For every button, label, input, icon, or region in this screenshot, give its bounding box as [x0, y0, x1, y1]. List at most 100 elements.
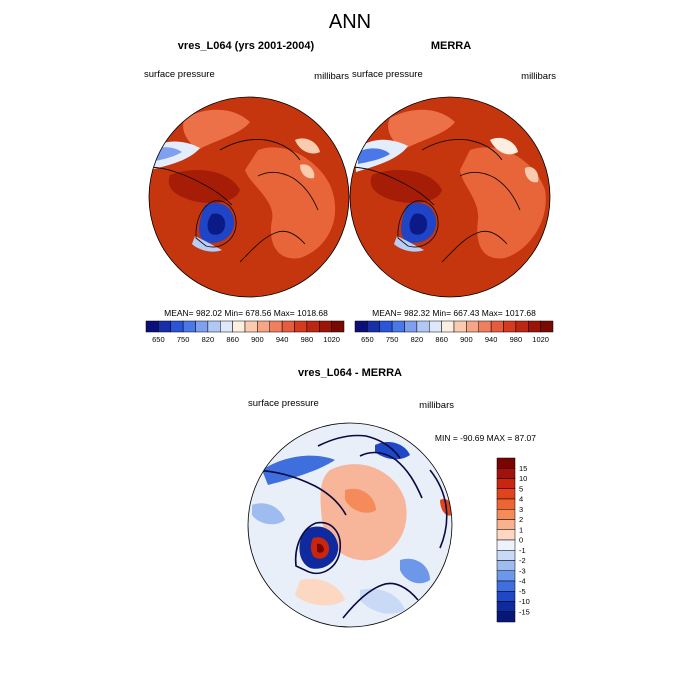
- colorbar-swatch: [496, 611, 516, 623]
- colorbar-swatch: [354, 320, 368, 333]
- colorbar-swatch: [496, 591, 516, 602]
- colorbar-tick-label: 1: [519, 525, 523, 534]
- colorbar-swatch: [503, 320, 517, 333]
- colorbar-swatch: [496, 550, 516, 561]
- colorbar-swatch: [496, 478, 516, 489]
- plateau-region: [358, 148, 390, 164]
- colorbar-tick-label: 1020: [532, 335, 549, 344]
- colorbar-swatch: [496, 488, 516, 500]
- colorbar-swatch: [319, 320, 332, 333]
- colorbar-swatch: [496, 519, 516, 530]
- colorbar-tick-label: 980: [301, 335, 314, 344]
- negative-anomaly: [375, 441, 410, 460]
- colorbar-tick-label: -10: [519, 597, 530, 606]
- panel-model: vres_L064 (yrs 2001-2004) surface pressu…: [144, 40, 350, 344]
- colorbar-tick-label: 10: [519, 474, 527, 483]
- greenland-core: [207, 213, 226, 235]
- colorbar-swatch: [416, 320, 430, 333]
- panel-reanalysis: MERRA surface pressure millibars: [349, 40, 556, 344]
- colorbar-tick-label: -1: [519, 546, 526, 555]
- colorbar-swatch: [496, 570, 516, 582]
- greenland-edge: [192, 236, 222, 252]
- high-pressure-region: [388, 109, 455, 150]
- high-pressure-region: [460, 147, 546, 259]
- panel-difference: vres_L064 - MERRA surface pressure milli…: [247, 367, 536, 628]
- colorbar-swatch: [515, 320, 529, 333]
- positive-anomaly: [295, 578, 345, 606]
- colorbar-swatch: [453, 320, 467, 333]
- colorbar-swatch: [496, 601, 516, 612]
- colorbar-swatch: [441, 320, 455, 333]
- colorbar-tick-label: 750: [177, 335, 190, 344]
- greenland-edge: [394, 236, 424, 252]
- plateau-region: [490, 137, 518, 155]
- negative-anomaly: [400, 558, 430, 584]
- coastlines: [149, 139, 319, 263]
- panel-title: vres_L064 - MERRA: [298, 367, 402, 379]
- polar-map: [148, 96, 350, 298]
- colorbar-tick-label: 650: [152, 335, 165, 344]
- colorbar-swatch: [540, 320, 554, 333]
- greenland-anomaly: [317, 543, 324, 553]
- colorbar-tick-label: 750: [386, 335, 399, 344]
- colorbar-swatch: [496, 539, 516, 551]
- stats-text: MIN = -90.69 MAX = 87.07: [435, 433, 536, 443]
- colorbar-tick-label: 860: [435, 335, 448, 344]
- colorbar-swatch: [145, 320, 159, 333]
- colorbar-swatch: [158, 320, 171, 333]
- colorbar-swatch: [496, 529, 516, 541]
- colorbar-swatch: [528, 320, 541, 333]
- colorbar-swatch: [331, 320, 345, 333]
- colorbar-tick-label: 15: [519, 464, 527, 473]
- colorbar-tick-label: -3: [519, 566, 526, 575]
- stats-text: MEAN= 982.32 Min= 667.43 Max= 1017.68: [372, 308, 536, 318]
- colorbar-swatch: [232, 320, 246, 333]
- colorbar-tick-label: 820: [202, 335, 215, 344]
- colorbar-tick-label: 940: [276, 335, 289, 344]
- colorbar-swatch: [281, 320, 295, 333]
- colorbar-tick-label: 2: [519, 515, 523, 524]
- colorbar-swatch: [257, 320, 270, 333]
- coastlines: [351, 139, 521, 263]
- colorbar-swatch: [466, 320, 479, 333]
- colorbar-tick-label: 0: [519, 536, 523, 545]
- colorbar-tick-label: -5: [519, 587, 526, 596]
- stats-text: MEAN= 982.02 Min= 678.56 Max= 1018.68: [164, 308, 328, 318]
- colorbar-tick-label: 980: [510, 335, 523, 344]
- colorbar-swatch: [269, 320, 283, 333]
- colorbar-swatch: [195, 320, 209, 333]
- colorbar-swatch: [496, 580, 516, 592]
- positive-anomaly: [345, 488, 376, 513]
- colorbar-swatch: [429, 320, 442, 333]
- units-label: millibars: [419, 400, 454, 411]
- colorbar-tick-label: 860: [226, 335, 239, 344]
- colorbar-swatch: [496, 509, 516, 520]
- colorbar-tick-label: 940: [485, 335, 498, 344]
- polar-map: [247, 422, 453, 628]
- polar-map: [349, 96, 551, 298]
- colorbar-swatch: [496, 457, 516, 469]
- colorbar-tick-label: 3: [519, 505, 523, 514]
- negative-anomaly: [252, 503, 285, 525]
- plateau-region: [300, 164, 315, 179]
- plateau-region: [524, 166, 539, 183]
- high-pressure-region: [183, 109, 250, 150]
- panel-title: MERRA: [431, 40, 471, 52]
- variable-label: surface pressure: [248, 398, 319, 409]
- high-pressure-region: [168, 170, 240, 203]
- colorbar: 650 750 820 860 900 940 980 1020: [145, 320, 345, 344]
- coastlines: [249, 434, 448, 619]
- panel-title: vres_L064 (yrs 2001-2004): [178, 40, 315, 52]
- colorbar-swatch: [170, 320, 184, 333]
- colorbar-swatch: [220, 320, 233, 333]
- colorbar-swatch: [496, 498, 516, 510]
- colorbar-swatch: [391, 320, 405, 333]
- colorbar-tick-label: 820: [411, 335, 424, 344]
- map-border: [247, 422, 453, 628]
- colorbar-tick-label: 4: [519, 495, 523, 504]
- main-title: ANN: [329, 11, 371, 33]
- map-border: [148, 96, 350, 298]
- greenland-core: [409, 213, 428, 235]
- colorbar: 650 750 820 860 900 940 980 1020: [354, 320, 554, 344]
